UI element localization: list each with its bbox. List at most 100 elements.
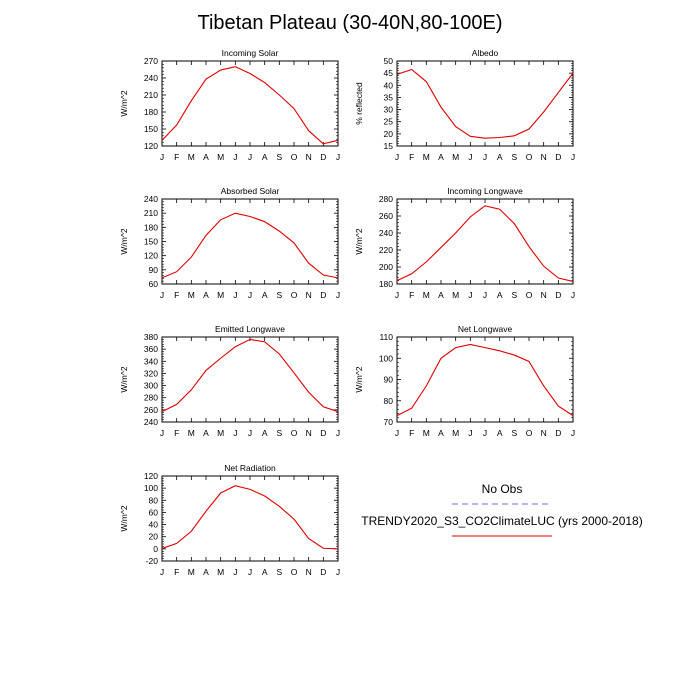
- x-tick-label: N: [306, 290, 312, 300]
- chart-title: Incoming Longwave: [447, 186, 523, 196]
- x-tick-label: A: [262, 428, 268, 438]
- legend-label-no-obs: No Obs: [482, 482, 523, 496]
- x-tick-label: M: [188, 428, 195, 438]
- x-tick-label: A: [497, 152, 503, 162]
- x-tick-label: S: [511, 152, 517, 162]
- chart-title: Net Radiation: [224, 463, 276, 473]
- x-tick-label: N: [306, 152, 312, 162]
- x-tick-label: M: [188, 567, 195, 577]
- y-tick-label: 120: [144, 251, 158, 261]
- x-tick-label: F: [409, 290, 414, 300]
- y-tick-label: 35: [384, 92, 394, 102]
- x-tick-label: J: [395, 152, 399, 162]
- x-tick-label: J: [571, 152, 575, 162]
- x-tick-label: A: [262, 567, 268, 577]
- legend: No Obs TRENDY2020_S3_CO2ClimateLUC (yrs 2…: [361, 482, 643, 537]
- y-tick-label: 180: [379, 279, 393, 289]
- y-tick-label: 80: [384, 396, 394, 406]
- x-tick-label: J: [336, 290, 340, 300]
- x-tick-label: J: [468, 428, 472, 438]
- plot-frame: [396, 60, 574, 147]
- y-tick-label: 150: [144, 124, 158, 134]
- y-tick-label: 280: [144, 393, 158, 403]
- plot-frame: [396, 336, 574, 423]
- x-tick-label: F: [174, 428, 179, 438]
- y-axis-title: % reflected: [354, 82, 364, 125]
- x-tick-label: A: [203, 567, 209, 577]
- x-tick-label: J: [468, 290, 472, 300]
- x-tick-label: F: [174, 152, 179, 162]
- x-tick-label: A: [497, 290, 503, 300]
- chart-title: Albedo: [472, 48, 499, 58]
- y-tick-label: 90: [149, 265, 159, 275]
- y-tick-label: 180: [144, 107, 158, 117]
- y-tick-label: 15: [384, 141, 394, 151]
- y-tick-label: 300: [144, 381, 158, 391]
- y-tick-label: 210: [144, 208, 158, 218]
- x-tick-label: O: [291, 290, 298, 300]
- x-tick-label: J: [248, 428, 252, 438]
- x-tick-label: A: [203, 428, 209, 438]
- y-tick-label: 45: [384, 68, 394, 78]
- x-tick-label: F: [409, 428, 414, 438]
- y-tick-label: 70: [384, 417, 394, 427]
- x-tick-label: M: [423, 290, 430, 300]
- x-tick-label: M: [217, 152, 224, 162]
- x-tick-label: D: [555, 290, 561, 300]
- y-tick-label: 50: [384, 56, 394, 66]
- x-tick-label: D: [320, 152, 326, 162]
- x-tick-label: J: [483, 152, 487, 162]
- y-tick-label: 220: [379, 245, 393, 255]
- y-tick-label: 270: [144, 56, 158, 66]
- y-tick-label: 80: [149, 495, 159, 505]
- x-tick-label: J: [248, 567, 252, 577]
- y-tick-label: 90: [384, 375, 394, 385]
- x-tick-label: J: [248, 290, 252, 300]
- x-tick-label: S: [276, 428, 282, 438]
- x-tick-label: N: [541, 290, 547, 300]
- x-tick-label: M: [452, 152, 459, 162]
- series-line-0: [161, 338, 339, 413]
- y-axis-title: W/m^2: [119, 366, 129, 392]
- x-tick-label: O: [291, 152, 298, 162]
- y-tick-label: 30: [384, 105, 394, 115]
- x-tick-label: M: [217, 428, 224, 438]
- x-tick-label: J: [571, 428, 575, 438]
- y-tick-label: 120: [144, 471, 158, 481]
- chart-title: Absorbed Solar: [221, 186, 280, 196]
- y-tick-label: 180: [144, 222, 158, 232]
- x-tick-label: J: [160, 290, 164, 300]
- y-tick-label: 20: [384, 129, 394, 139]
- x-tick-label: O: [291, 428, 298, 438]
- x-tick-label: J: [233, 290, 237, 300]
- series-line-0: [396, 205, 574, 282]
- x-tick-label: J: [160, 567, 164, 577]
- x-tick-label: J: [160, 152, 164, 162]
- x-tick-label: A: [262, 290, 268, 300]
- y-tick-label: 120: [144, 141, 158, 151]
- y-tick-label: 40: [149, 520, 159, 530]
- x-tick-label: J: [483, 290, 487, 300]
- x-tick-label: M: [188, 152, 195, 162]
- series-line-0: [161, 485, 339, 550]
- x-tick-label: D: [555, 152, 561, 162]
- x-tick-label: O: [526, 152, 533, 162]
- plot-frame: [161, 336, 339, 423]
- y-tick-label: 60: [149, 279, 159, 289]
- x-tick-label: M: [452, 290, 459, 300]
- x-tick-label: M: [452, 428, 459, 438]
- y-tick-label: 150: [144, 237, 158, 247]
- y-tick-label: 240: [379, 228, 393, 238]
- x-tick-label: S: [511, 428, 517, 438]
- x-tick-label: O: [526, 290, 533, 300]
- x-tick-label: N: [306, 428, 312, 438]
- x-tick-label: J: [248, 152, 252, 162]
- x-tick-label: J: [336, 152, 340, 162]
- y-tick-label: -20: [146, 556, 159, 566]
- x-tick-label: M: [217, 290, 224, 300]
- x-tick-label: S: [276, 152, 282, 162]
- y-tick-label: 260: [144, 405, 158, 415]
- x-tick-label: M: [423, 428, 430, 438]
- y-tick-label: 60: [149, 507, 159, 517]
